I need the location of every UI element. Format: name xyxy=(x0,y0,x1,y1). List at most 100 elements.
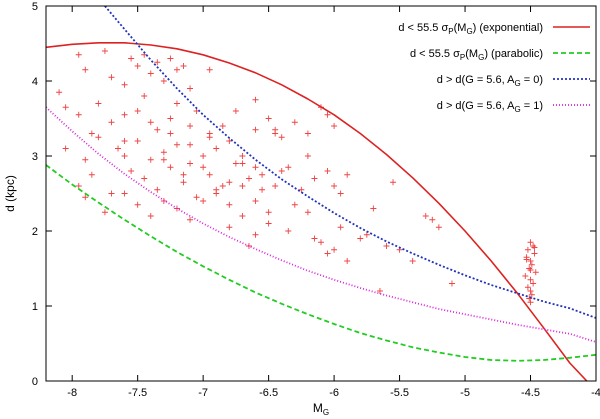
data-point xyxy=(435,224,442,231)
data-point xyxy=(180,63,187,69)
data-point xyxy=(524,284,531,291)
data-point xyxy=(134,108,141,114)
data-point xyxy=(409,258,416,264)
data-point xyxy=(147,119,154,126)
y-tick-label: 0 xyxy=(32,376,38,388)
data-point xyxy=(422,213,429,219)
data-point xyxy=(141,175,148,182)
data-point xyxy=(128,168,135,174)
data-point xyxy=(75,51,82,58)
data-point xyxy=(252,198,259,204)
data-point xyxy=(95,134,102,141)
series-line-AG0 xyxy=(104,6,596,319)
x-tick-label: -5.5 xyxy=(390,387,409,399)
data-point xyxy=(82,66,89,73)
data-point xyxy=(532,269,539,276)
x-axis-label: MG xyxy=(313,401,329,417)
data-point xyxy=(252,164,259,171)
legend-label-exponential: d < 55.5 σP(MG) (exponential) xyxy=(398,22,543,36)
data-point xyxy=(304,209,311,216)
data-point xyxy=(252,231,259,238)
series-line-exponential xyxy=(46,42,588,381)
data-point xyxy=(527,276,534,283)
x-tick-label: -7.5 xyxy=(128,387,147,399)
data-point xyxy=(167,55,174,62)
data-point xyxy=(324,168,331,174)
data-point xyxy=(527,239,534,246)
data-point xyxy=(383,243,390,249)
data-point xyxy=(318,239,324,246)
data-point xyxy=(200,198,207,204)
data-point xyxy=(88,171,95,178)
data-point xyxy=(429,216,436,223)
x-tick-label: -7 xyxy=(198,387,208,399)
data-point xyxy=(160,156,167,163)
data-point xyxy=(167,115,174,122)
data-point xyxy=(370,205,377,212)
data-point xyxy=(173,66,180,73)
data-point xyxy=(291,201,298,208)
data-point xyxy=(187,160,194,167)
data-point xyxy=(528,261,535,268)
data-point xyxy=(304,153,311,159)
x-tick-label: -5 xyxy=(460,387,470,399)
data-point xyxy=(357,235,364,242)
data-point xyxy=(200,164,207,171)
data-point xyxy=(187,141,194,148)
data-point xyxy=(206,171,213,178)
data-point xyxy=(344,258,351,264)
data-point xyxy=(134,138,141,144)
data-point xyxy=(193,194,200,201)
data-point xyxy=(187,216,194,223)
data-point xyxy=(121,138,128,144)
data-point xyxy=(226,179,233,186)
y-tick-label: 3 xyxy=(32,151,38,163)
data-point xyxy=(121,153,128,159)
data-point xyxy=(101,48,108,54)
data-point xyxy=(121,111,128,118)
data-point xyxy=(265,115,272,122)
data-point xyxy=(522,273,529,279)
data-point xyxy=(531,250,538,257)
data-point xyxy=(147,70,154,77)
data-point xyxy=(160,149,167,156)
data-point xyxy=(128,55,135,62)
data-point xyxy=(82,156,89,163)
data-point xyxy=(528,291,535,298)
data-point xyxy=(62,104,69,111)
data-point xyxy=(141,93,148,99)
data-point xyxy=(62,145,69,152)
data-point xyxy=(213,186,220,193)
data-point xyxy=(239,213,246,219)
data-point xyxy=(298,186,305,193)
data-point xyxy=(147,156,154,163)
data-point xyxy=(285,164,292,171)
data-point xyxy=(252,96,259,103)
y-axis-label: d (kpc) xyxy=(3,175,17,212)
data-point xyxy=(108,74,115,81)
legend-label-AG1: d > d(G = 5.6, AG = 1) xyxy=(437,100,543,114)
data-point xyxy=(265,209,272,216)
data-point xyxy=(390,179,397,186)
data-point xyxy=(239,153,246,159)
y-tick-label: 1 xyxy=(32,301,38,313)
x-tick-label: -6.5 xyxy=(259,387,278,399)
series-line-AG1 xyxy=(46,106,596,343)
data-point xyxy=(56,89,63,96)
data-point xyxy=(272,183,279,189)
data-point xyxy=(226,138,233,144)
y-tick-label: 2 xyxy=(32,226,38,238)
data-point xyxy=(344,171,351,178)
data-point xyxy=(331,183,338,189)
series-line-parabolic xyxy=(46,164,596,362)
y-tick-label: 4 xyxy=(32,76,38,88)
data-point xyxy=(278,134,285,141)
data-point xyxy=(82,194,89,201)
data-point xyxy=(206,134,213,141)
legend-label-AG0: d > d(G = 5.6, AG = 0) xyxy=(437,74,543,88)
data-point xyxy=(154,186,161,193)
data-point xyxy=(524,246,531,253)
y-tick-label: 5 xyxy=(32,1,38,13)
plot-frame xyxy=(45,5,597,382)
data-point xyxy=(88,130,95,137)
